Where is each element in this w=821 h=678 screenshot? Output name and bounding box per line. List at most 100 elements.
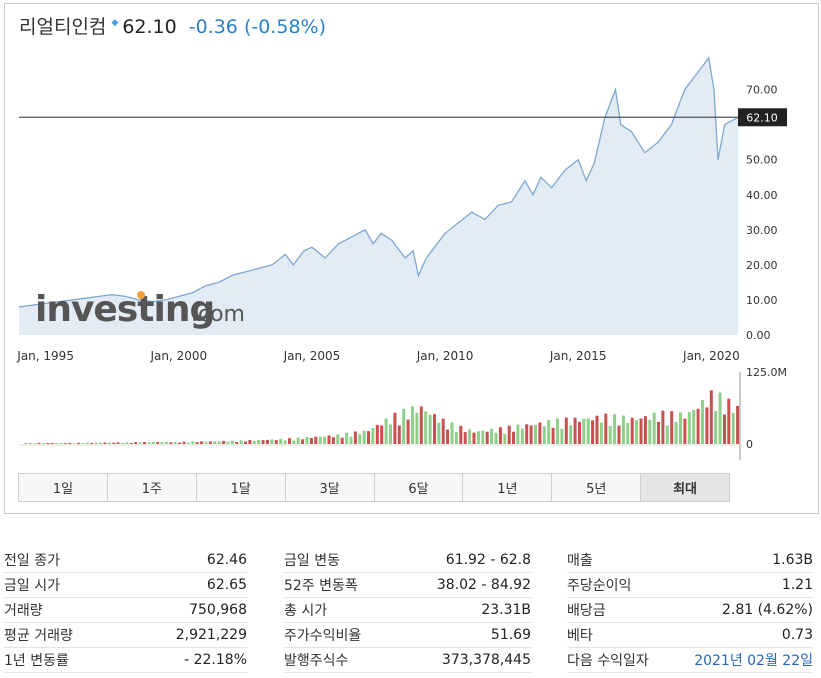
volume-bar bbox=[433, 414, 436, 444]
price-line bbox=[18, 56, 739, 308]
volume-bar bbox=[103, 442, 107, 444]
volume-bar bbox=[621, 415, 625, 444]
volume-bar bbox=[261, 440, 265, 444]
volume-bar bbox=[709, 390, 713, 444]
stat-label: 1년 변동률 bbox=[4, 653, 69, 669]
volume-bar bbox=[24, 443, 28, 444]
stat-value: 750,968 bbox=[189, 602, 247, 618]
volume-bar bbox=[490, 428, 494, 444]
volume-bar bbox=[371, 428, 375, 444]
tab-0[interactable]: 1일 bbox=[19, 474, 108, 501]
tab-2[interactable]: 1달 bbox=[197, 474, 286, 501]
volume-bar bbox=[613, 414, 617, 444]
volume-bar bbox=[107, 442, 111, 444]
volume-bar bbox=[279, 438, 283, 444]
volume-bar bbox=[301, 439, 305, 444]
stat-label: 주당순이익 bbox=[567, 578, 632, 594]
volume-bar bbox=[292, 440, 296, 444]
volume-bar bbox=[468, 429, 472, 444]
volume-bar bbox=[402, 408, 406, 444]
volume-bar bbox=[72, 443, 76, 444]
volume-bar bbox=[90, 442, 94, 444]
volume-bar bbox=[41, 443, 45, 444]
tab-4[interactable]: 6달 bbox=[375, 474, 464, 501]
stat-row: 베타 0.73 bbox=[567, 623, 813, 648]
volume-bar bbox=[345, 432, 349, 444]
volume-bar bbox=[512, 431, 515, 444]
volume-bar bbox=[173, 441, 177, 444]
volume-bar bbox=[472, 432, 476, 444]
stat-value: - 22.18% bbox=[184, 652, 247, 668]
tab-7[interactable]: 최대 bbox=[641, 474, 729, 501]
volume-bar bbox=[731, 413, 735, 444]
volume-bar bbox=[138, 442, 142, 444]
volume-bar bbox=[556, 418, 559, 444]
volume-bar bbox=[705, 407, 709, 444]
volume-bar bbox=[718, 392, 722, 444]
volume-bar bbox=[235, 442, 239, 444]
price-change: -0.36 (-0.58%) bbox=[189, 16, 326, 38]
volume-bar bbox=[28, 442, 32, 444]
volume-bar bbox=[723, 414, 726, 444]
volume-bar bbox=[160, 442, 164, 444]
volume-bar bbox=[182, 441, 186, 444]
volume-bar bbox=[657, 422, 660, 444]
volume-bar bbox=[134, 442, 138, 444]
price-chart[interactable]: investing .com 62.10 0.00 10.00 20.00 30.00… bbox=[5, 4, 818, 464]
volume-bar bbox=[186, 442, 190, 444]
volume-bar bbox=[415, 412, 419, 444]
stat-row: 매출 1.63B bbox=[567, 548, 813, 573]
volume-bar bbox=[208, 441, 212, 444]
stat-value: 373,378,445 bbox=[441, 652, 531, 668]
watermark-dot bbox=[137, 291, 145, 299]
volume-bar bbox=[37, 442, 41, 444]
x-tick-label: Jan, 2020 bbox=[682, 349, 740, 363]
volume-bar bbox=[507, 425, 511, 444]
volume-bar bbox=[375, 424, 379, 444]
stat-value[interactable]: 2021년 02월 22일 bbox=[694, 653, 813, 669]
tab-6[interactable]: 5년 bbox=[552, 474, 642, 501]
volume-bar bbox=[349, 436, 353, 444]
volume-bar bbox=[665, 425, 669, 444]
volume-bar bbox=[323, 436, 327, 444]
volume-bar bbox=[380, 425, 384, 444]
volume-bar bbox=[714, 410, 718, 444]
x-tick-label: Jan, 1995 bbox=[16, 349, 74, 363]
volume-bar bbox=[169, 442, 173, 444]
volume-bar bbox=[274, 440, 278, 444]
volume-bar bbox=[485, 431, 489, 444]
volume-bar bbox=[635, 420, 639, 444]
price-change-value: -0.36 bbox=[188, 16, 238, 38]
volume-bar bbox=[77, 442, 81, 444]
stat-value: 23.31B bbox=[481, 602, 531, 618]
volume-bar bbox=[591, 420, 595, 444]
tab-3[interactable]: 3달 bbox=[286, 474, 375, 501]
stat-value: 0.73 bbox=[781, 627, 813, 643]
volume-bar bbox=[309, 438, 313, 444]
volume-bar bbox=[362, 430, 366, 444]
volume-bar bbox=[674, 421, 678, 444]
volume-bar bbox=[156, 442, 160, 444]
tab-5[interactable]: 1년 bbox=[463, 474, 553, 501]
volume-bar bbox=[424, 411, 428, 444]
volume-bar bbox=[222, 441, 226, 444]
instrument-name: 리얼티인컴 bbox=[19, 16, 107, 38]
y-tick-label: 20.00 bbox=[746, 259, 778, 272]
stats-col-3: 매출 1.63B 주당순이익 1.21 배당금 2.81 (4.62%) 베타 0.73 다음 … bbox=[567, 548, 813, 673]
tab-1[interactable]: 1주 bbox=[108, 474, 197, 501]
stat-label: 발행주식수 bbox=[284, 653, 349, 669]
stat-row: 전일 종가 62.46 bbox=[4, 548, 247, 573]
y-axis: 0.00 10.00 20.00 30.00 40.00 50.00 70.00 bbox=[746, 84, 778, 342]
volume-bar bbox=[617, 425, 621, 444]
volume-bar bbox=[393, 412, 397, 444]
volume-bar bbox=[121, 442, 124, 444]
volume-bar bbox=[239, 440, 243, 444]
volume-bar bbox=[551, 427, 555, 444]
stat-value: 1.63B bbox=[772, 552, 813, 568]
volume-bar bbox=[116, 442, 120, 444]
stat-row: 평균 거래량 2,921,229 bbox=[4, 623, 247, 648]
watermark-brand: investing bbox=[35, 289, 214, 330]
volume-axis-max: 125.0M bbox=[746, 366, 787, 379]
volume-bar bbox=[50, 443, 54, 444]
volume-bar bbox=[450, 422, 454, 444]
